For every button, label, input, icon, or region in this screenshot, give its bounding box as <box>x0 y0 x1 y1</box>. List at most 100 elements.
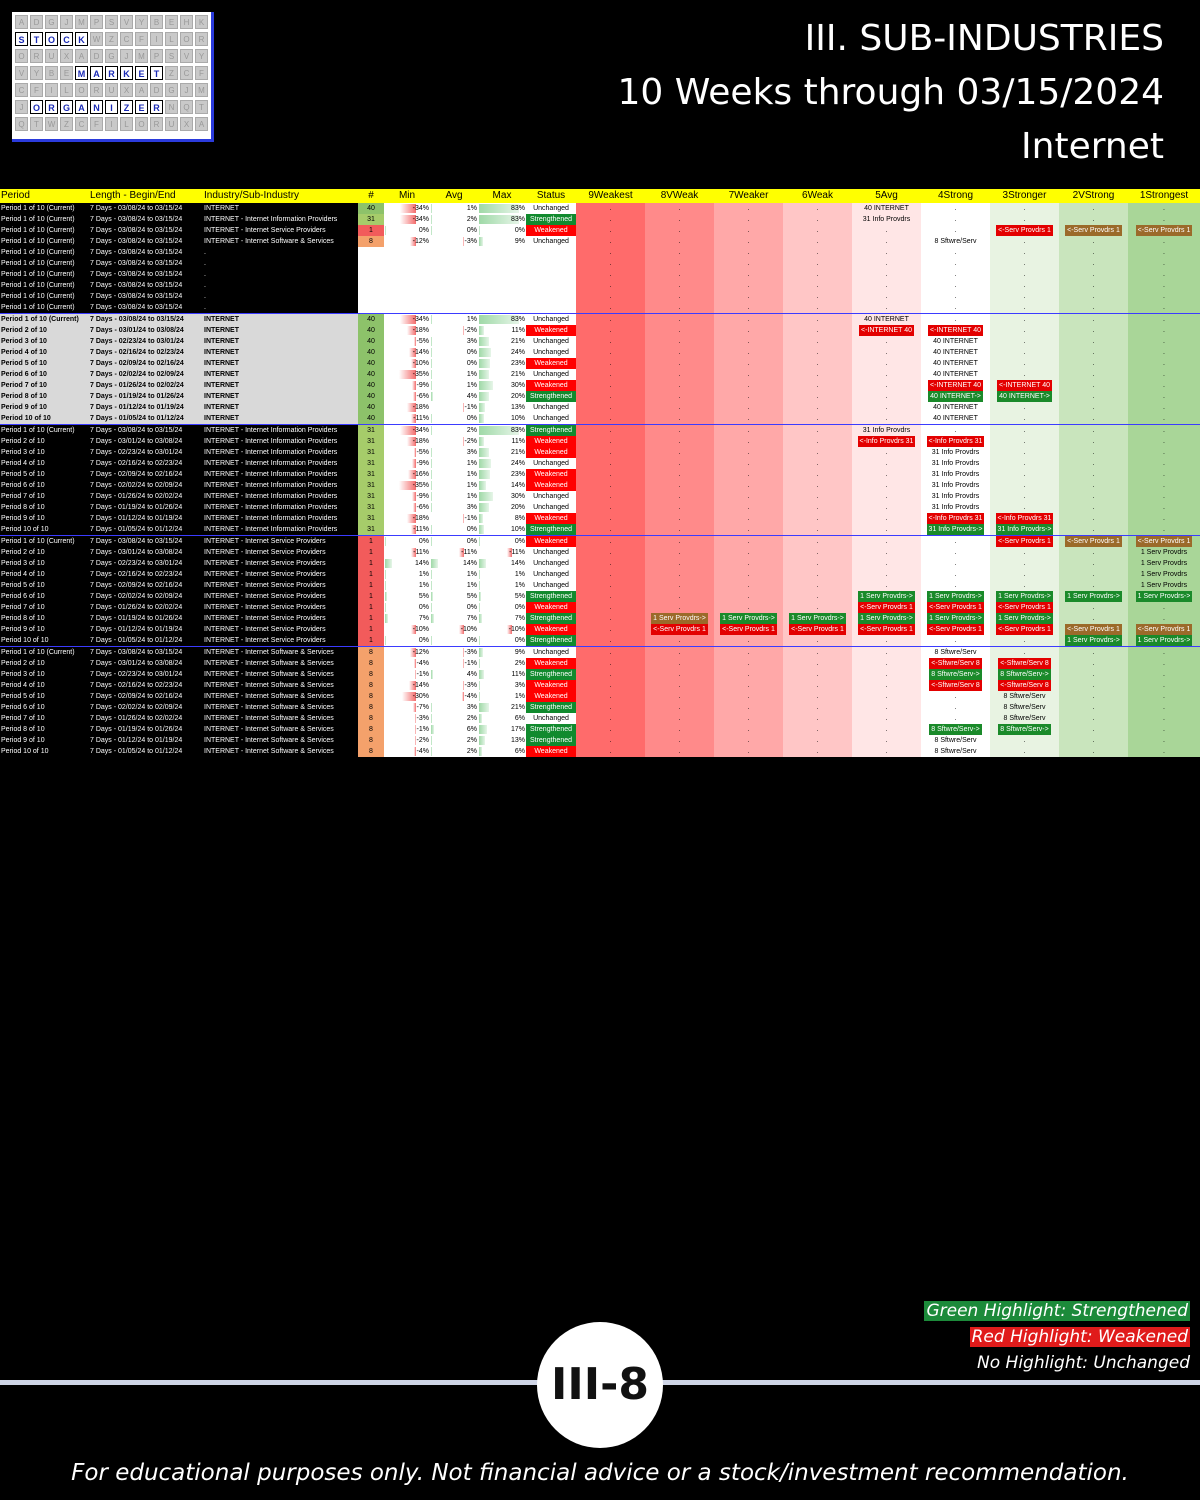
rank-cell-1: 1 Serv Provdrs-> <box>1128 635 1200 647</box>
legend-red: Red Highlight: Weakened <box>969 1327 1190 1347</box>
count-cell: 8 <box>358 724 384 735</box>
max-cell <box>478 302 526 314</box>
rank-label: <-Serv Provdrs 1 <box>996 602 1053 613</box>
max-cell-value: 21% <box>510 338 525 345</box>
max-cell-value: 2% <box>514 660 525 667</box>
max-cell-value: 10% <box>510 526 525 533</box>
max-cell-bar <box>479 648 484 657</box>
rank-cell-8: . <box>645 247 714 258</box>
rank-label: 40 INTERNET <box>864 316 909 323</box>
rank-cell-7: . <box>714 391 783 402</box>
count-cell: 31 <box>358 214 384 225</box>
rank-cell-9: . <box>576 424 645 436</box>
avg-cell-value: 0% <box>466 538 477 545</box>
table-row: Period 10 of 10 7 Days - 01/05/24 to 01/1… <box>0 746 1200 757</box>
max-cell-value: 24% <box>510 349 525 356</box>
rank-cell-7: . <box>714 258 783 269</box>
avg-cell-value: 6% <box>466 726 477 733</box>
rank-cell-3: . <box>990 269 1059 280</box>
logo-cell: A <box>75 100 88 114</box>
min-cell-bar <box>399 315 416 324</box>
rank-cell-5: . <box>852 547 921 558</box>
rank-cell-7: . <box>714 502 783 513</box>
min-cell-bar <box>407 326 416 335</box>
rank-cell-3: <-Sftwre/Serv 8 <box>990 658 1059 669</box>
rank-cell-3: . <box>990 336 1059 347</box>
logo-cell: O <box>135 117 148 131</box>
rank-cell-8: . <box>645 635 714 647</box>
max-cell-bar <box>479 537 480 546</box>
rank-cell-6: . <box>783 258 852 269</box>
avg-cell-bar <box>431 525 432 534</box>
min-cell-bar <box>411 459 416 468</box>
logo-cell: O <box>15 49 28 63</box>
status-cell: Weakened <box>526 680 576 691</box>
rank-cell-6: . <box>783 447 852 458</box>
min-cell-value: -6% <box>416 393 429 400</box>
rank-cell-5: . <box>852 524 921 536</box>
max-cell: 0% <box>478 225 526 236</box>
rank-cell-6: . <box>783 424 852 436</box>
avg-cell: 0% <box>430 358 478 369</box>
min-cell-value: 5% <box>418 593 429 600</box>
rank-label: 40 INTERNET-> <box>928 391 983 402</box>
rank-cell-7: . <box>714 247 783 258</box>
count-cell: 1 <box>358 547 384 558</box>
rank-cell-9: . <box>576 302 645 314</box>
rank-cell-1: . <box>1128 735 1200 746</box>
count-cell: 40 <box>358 336 384 347</box>
rank-cell-5: . <box>852 658 921 669</box>
avg-cell-bar <box>431 614 435 623</box>
logo-cell: E <box>135 66 148 80</box>
count-cell: 1 <box>358 635 384 647</box>
industry-cell: INTERNET - Internet Software & Services <box>203 669 358 680</box>
max-cell-value: 1% <box>514 693 525 700</box>
period-cell: Period 7 of 10 <box>0 491 89 502</box>
rank-cell-8: . <box>645 402 714 413</box>
rank-label: <-Serv Provdrs 1 <box>996 536 1053 547</box>
period-cell: Period 1 of 10 (Current) <box>0 203 89 214</box>
max-cell-value: 6% <box>514 748 525 755</box>
status-cell: Unchanged <box>526 502 576 513</box>
max-cell-bar <box>479 392 489 401</box>
rank-label: <-Info Provdrs 31 <box>926 513 985 524</box>
rank-cell-7: <-Serv Provdrs 1 <box>714 624 783 635</box>
table-row: Period 7 of 10 7 Days - 01/26/24 to 02/02… <box>0 602 1200 613</box>
min-cell-value: -12% <box>412 238 429 245</box>
avg-cell-bar <box>431 359 432 368</box>
min-cell-value: -11% <box>413 549 429 556</box>
rank-cell-2: . <box>1059 646 1128 658</box>
rank-cell-2: <-Serv Provdrs 1 <box>1059 535 1128 547</box>
min-cell: -18% <box>384 325 430 336</box>
min-cell-bar <box>385 614 389 623</box>
logo-cell: H <box>180 15 193 29</box>
industry-cell: INTERNET - Internet Software & Services <box>203 691 358 702</box>
rank-cell-9: . <box>576 380 645 391</box>
table-row: Period 6 of 10 7 Days - 02/02/24 to 02/09… <box>0 480 1200 491</box>
count-cell: 1 <box>358 569 384 580</box>
max-cell-bar <box>479 348 491 357</box>
min-cell-value: -35% <box>412 482 429 489</box>
logo-cell: P <box>150 49 163 63</box>
period-cell: Period 3 of 10 <box>0 669 89 680</box>
rank-cell-5: 31 Info Provdrs <box>852 214 921 225</box>
avg-cell-value: 7% <box>466 615 477 622</box>
table-row: Period 8 of 10 7 Days - 01/19/24 to 01/26… <box>0 502 1200 513</box>
avg-cell-bar <box>463 437 464 446</box>
max-cell-value: 13% <box>510 737 525 744</box>
min-cell: 1% <box>384 569 430 580</box>
rank-cell-6: . <box>783 513 852 524</box>
industry-cell: INTERNET <box>203 336 358 347</box>
status-cell: Weakened <box>526 624 576 635</box>
avg-cell-bar <box>431 492 432 501</box>
avg-cell-bar <box>431 603 432 612</box>
rank-cell-9: . <box>576 691 645 702</box>
min-cell-bar <box>413 503 416 512</box>
rank-cell-3: . <box>990 369 1059 380</box>
min-cell-bar <box>399 215 416 224</box>
industry-cell: INTERNET - Internet Information Provider… <box>203 424 358 436</box>
max-cell: 21% <box>478 702 526 713</box>
logo-cell: G <box>60 100 73 114</box>
rank-cell-1: <-Serv Provdrs 1 <box>1128 624 1200 635</box>
industry-cell: INTERNET - Internet Software & Services <box>203 236 358 247</box>
